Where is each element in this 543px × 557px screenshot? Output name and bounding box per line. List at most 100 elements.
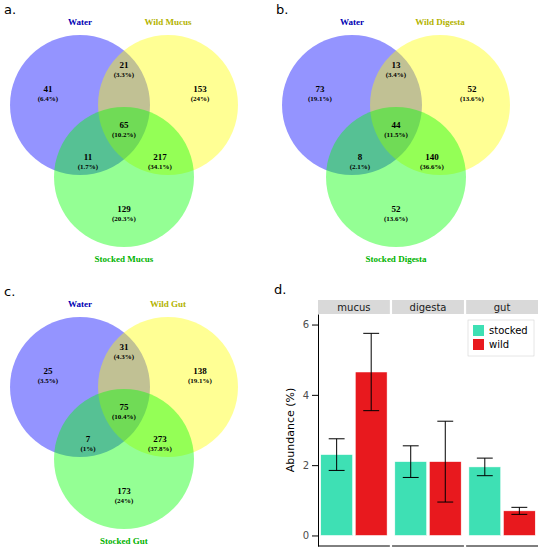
set-name: Stocked Mucus xyxy=(95,254,154,264)
region-count: 173 xyxy=(117,486,131,496)
region-count: 8 xyxy=(358,152,363,162)
y-tick-mark xyxy=(312,325,318,326)
error-bar-cap xyxy=(403,477,419,478)
error-bar-cap xyxy=(437,421,453,422)
region-count: 7 xyxy=(86,434,91,444)
region-count: 75 xyxy=(120,402,130,412)
set-name: Stocked Digesta xyxy=(365,254,427,264)
error-bar xyxy=(437,421,453,502)
set-name: Water xyxy=(68,299,92,309)
y-tick: 0 xyxy=(303,530,318,541)
error-bar-cap xyxy=(329,438,345,439)
legend-box xyxy=(468,320,534,356)
region-count: 44 xyxy=(392,120,402,130)
region-percent: (37.8%) xyxy=(148,445,173,453)
region-percent: (1%) xyxy=(80,445,96,453)
region-percent: (36.6%) xyxy=(420,163,445,171)
set-circle xyxy=(326,107,466,247)
y-axis-title: Abundance (%) xyxy=(284,388,297,473)
panel-label: c. xyxy=(4,284,15,299)
region-count: 217 xyxy=(153,152,167,162)
region-percent: (4.3%) xyxy=(114,353,135,361)
region-count: 65 xyxy=(120,120,130,130)
region-percent: (2.1%) xyxy=(350,163,371,171)
region-percent: (3.5%) xyxy=(38,377,59,385)
facet-strip xyxy=(318,300,390,314)
region-count: 25 xyxy=(44,366,54,376)
x-axis-line xyxy=(466,546,538,547)
region-percent: (3.3%) xyxy=(114,71,135,79)
set-name: Wild Mucus xyxy=(144,17,192,27)
error-bar xyxy=(363,333,379,410)
facet-strip xyxy=(466,300,538,314)
facet-label: mucus xyxy=(337,302,370,313)
legend-key xyxy=(473,325,484,336)
bar xyxy=(503,511,535,536)
error-bar-cap xyxy=(363,333,379,334)
x-axis-line xyxy=(318,546,390,547)
error-bar-cap xyxy=(437,502,453,503)
y-tick-mark xyxy=(312,395,318,396)
region-count: 138 xyxy=(193,366,207,376)
legend: stocked wild xyxy=(468,320,534,356)
error-bar-stem xyxy=(484,458,485,476)
set-circle xyxy=(54,107,194,247)
venn-panel: b.WaterWild DigestaStocked Digesta73(19.… xyxy=(276,2,510,264)
panel-label: d. xyxy=(274,282,286,297)
region-percent: (13.6%) xyxy=(460,95,485,103)
set-name: Wild Gut xyxy=(150,299,186,309)
error-bar-stem xyxy=(410,446,411,478)
region-count: 31 xyxy=(120,342,130,352)
y-tick-label: 4 xyxy=(303,390,309,401)
error-bar xyxy=(477,458,493,476)
error-bar-cap xyxy=(511,507,527,508)
region-percent: (10.4%) xyxy=(112,413,137,421)
region-percent: (13.6%) xyxy=(384,215,409,223)
bar xyxy=(469,467,501,536)
region-percent: (20.3%) xyxy=(112,215,137,223)
region-count: 73 xyxy=(316,84,326,94)
region-percent: (34.1%) xyxy=(148,163,173,171)
facet-label: digesta xyxy=(410,302,447,313)
region-count: 21 xyxy=(120,60,130,70)
facet-strip xyxy=(392,300,464,314)
region-count: 140 xyxy=(425,152,439,162)
y-axis-line xyxy=(318,315,319,547)
legend-key xyxy=(473,339,484,350)
region-count: 129 xyxy=(117,204,131,214)
error-bar-cap xyxy=(403,445,419,446)
y-tick-label: 0 xyxy=(303,530,309,541)
error-bar-stem xyxy=(519,507,520,514)
set-circle xyxy=(54,389,194,529)
set-name: Wild Digesta xyxy=(415,17,465,27)
error-bar-cap xyxy=(477,458,493,459)
region-percent: (1.7%) xyxy=(78,163,99,171)
region-percent: (10.2%) xyxy=(112,131,137,139)
error-bar-cap xyxy=(511,514,527,515)
set-name: Water xyxy=(68,17,92,27)
region-count: 273 xyxy=(153,434,167,444)
region-percent: (3.4%) xyxy=(386,71,407,79)
y-tick: 4 xyxy=(303,390,318,401)
y-axis: 0246 xyxy=(303,315,319,547)
y-tick-mark xyxy=(312,465,318,466)
region-count: 52 xyxy=(468,84,478,94)
region-count: 11 xyxy=(84,152,93,162)
x-axis-line xyxy=(392,546,464,547)
legend-label: wild xyxy=(489,339,509,350)
region-percent: (19.1%) xyxy=(308,95,333,103)
y-tick-label: 2 xyxy=(303,460,309,471)
region-percent: (6.4%) xyxy=(38,95,59,103)
region-count: 52 xyxy=(392,204,402,214)
error-bar xyxy=(403,446,419,478)
error-bar-cap xyxy=(477,475,493,476)
legend-label: stocked xyxy=(489,325,528,336)
error-bar-stem xyxy=(336,439,337,471)
region-percent: (19.1%) xyxy=(188,377,213,385)
error-bar-cap xyxy=(363,410,379,411)
bar-panel: d.mucusdigestagut0246Abundance (%)stocke… xyxy=(274,282,538,547)
y-tick-mark xyxy=(312,535,318,536)
error-bar xyxy=(511,507,527,514)
region-count: 41 xyxy=(44,84,54,94)
region-count: 153 xyxy=(193,84,207,94)
